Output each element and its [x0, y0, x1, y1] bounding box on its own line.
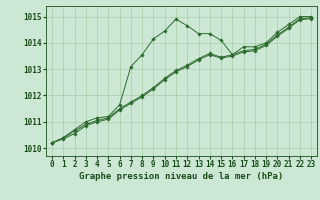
X-axis label: Graphe pression niveau de la mer (hPa): Graphe pression niveau de la mer (hPa) — [79, 172, 284, 181]
